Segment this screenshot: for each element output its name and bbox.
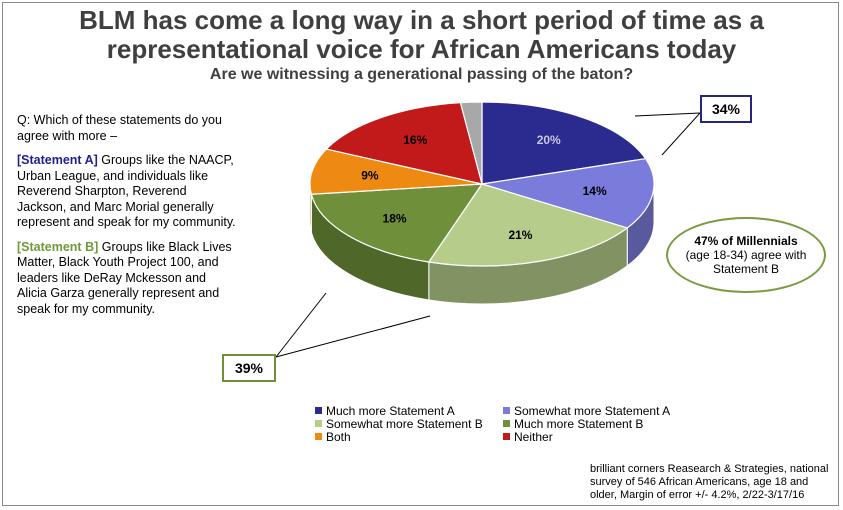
legend-swatch-5 [503,433,510,440]
callout-b-leader-1 [275,292,327,358]
pie-slice-5 [325,102,483,185]
legend-label-5: Neither [514,430,553,444]
pie-labels: 20% 14% 21% 18% 9% 16% [361,133,607,242]
question-intro: Q: Which of these statements do you agre… [17,113,222,143]
slice-label-4: 9% [361,169,379,183]
chart-subtitle: Are we witnessing a generational passing… [209,66,634,83]
slice-label-5: 16% [403,133,427,147]
slice-label-3: 18% [383,211,407,225]
legend-item-2: Somewhat more Statement B [315,417,483,431]
callout-a-leader-2 [634,112,701,117]
pie-slice-1 [481,158,655,229]
callout-leader-lines [275,112,701,358]
legend-item-5: Neither [503,430,553,444]
title-line-2: representational voice for African Ameri… [106,34,737,64]
slice-label-0: 20% [537,133,561,147]
legend-item-4: Both [315,430,351,444]
pie-sides [309,183,655,305]
title-line-1: BLM has come a long way in a short perio… [79,5,764,35]
callout-b-leader-2 [275,315,431,358]
legend-label-0: Much more Statement A [326,404,455,418]
pie-top [309,101,655,267]
legend-swatch-4 [315,433,322,440]
legend-swatch-1 [503,407,510,414]
slice-label-1: 14% [583,184,607,198]
pie-slice-3 [310,183,484,263]
question-text: Q: Which of these statements do you agre… [17,113,237,326]
millennials-note-rest: (age 18-34) agree with Statement B [685,248,807,276]
pie-slice-6 [459,101,483,185]
legend-item-0: Much more Statement A [315,404,455,418]
statement-a: [Statement A] Groups like the NAACP, Urb… [17,153,237,231]
legend-label-3: Much more Statement B [514,417,644,431]
statement-a-total-callout: 34% [700,95,752,123]
pie-slice-2 [427,183,629,267]
statement-a-tag: [Statement A] [17,153,98,167]
pie-slice-4 [309,148,483,195]
legend-label-2: Somewhat more Statement B [326,417,483,431]
legend-item-3: Much more Statement B [503,417,643,431]
statement-b-total-callout: 39% [222,354,276,382]
legend-swatch-2 [315,420,322,427]
legend-label-1: Somewhat more Statement A [514,404,671,418]
millennials-note-bold: 47% of Millennials [694,234,798,248]
legend-label-4: Both [326,430,351,444]
legend-swatch-3 [503,420,510,427]
pie-slice-0 [481,101,647,185]
statement-a-text: Groups like the NAACP, Urban League, and… [17,153,236,229]
statement-b-text: Groups like Black Lives Matter, Black Yo… [17,239,232,316]
statement-b: [Statement B] Groups like Black Lives Ma… [17,240,237,318]
source-note: brilliant corners Reasearch & Strategies… [590,463,829,501]
millennials-note: 47% of Millennials (age 18-34) agree wit… [666,217,826,293]
legend-swatch-0 [315,407,322,414]
statement-b-tag: [Statement B] [17,239,99,254]
legend-item-1: Somewhat more Statement A [503,404,670,418]
callout-a-leader-1 [661,112,701,156]
chart-title: BLM has come a long way in a short perio… [0,6,843,64]
slice-label-2: 21% [508,228,532,242]
